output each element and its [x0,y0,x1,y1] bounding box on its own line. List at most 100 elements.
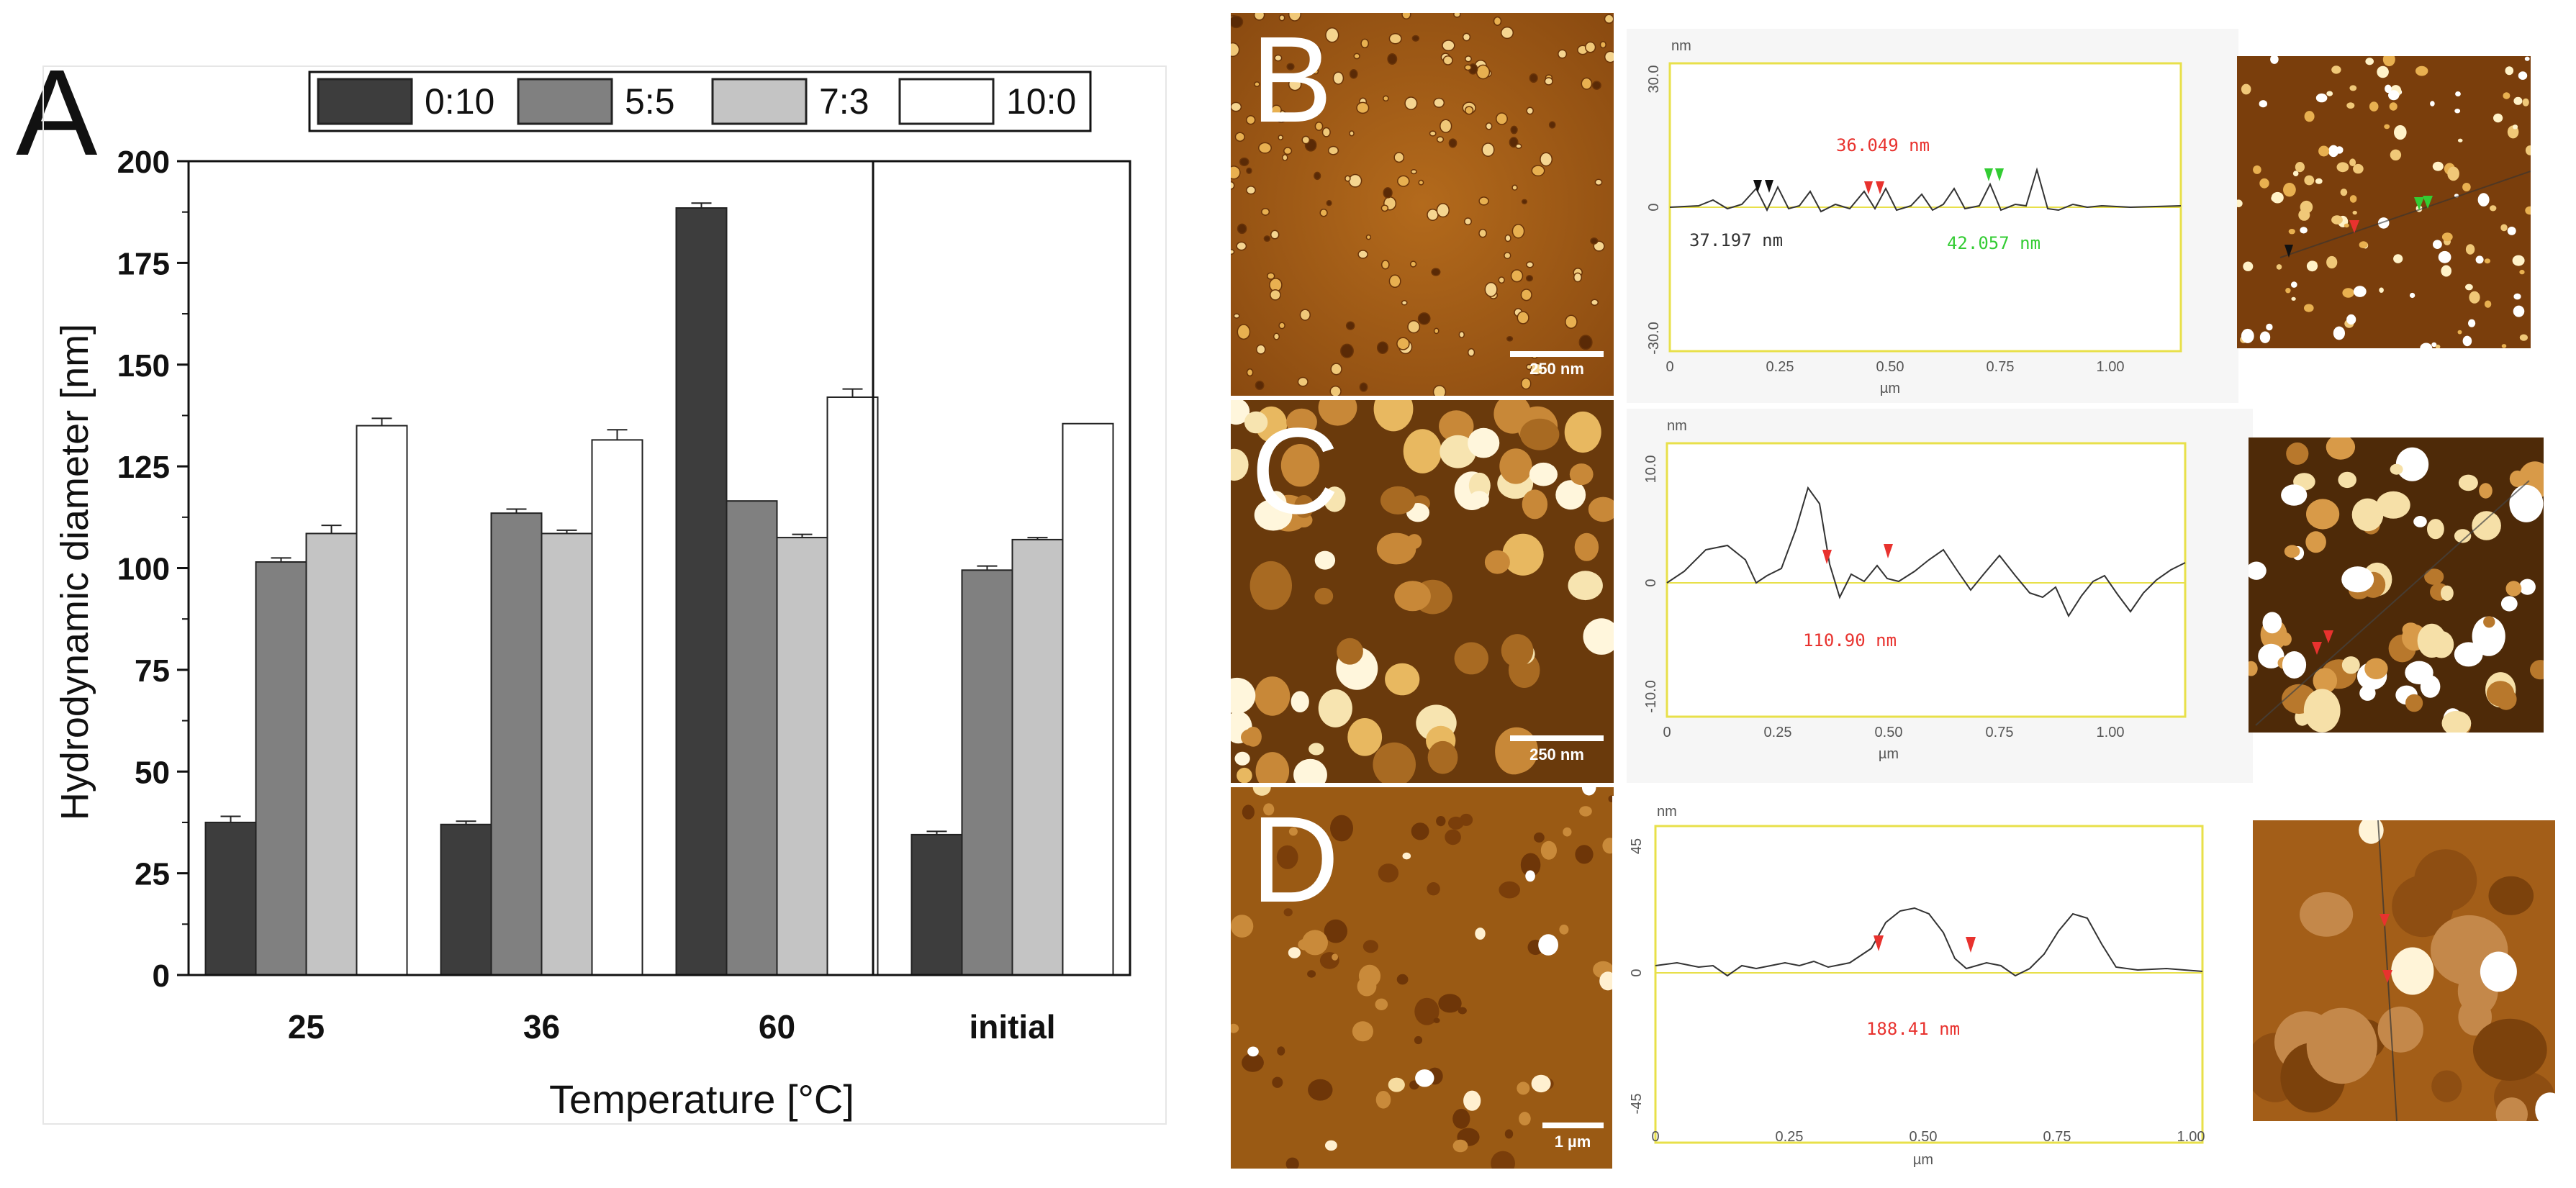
afm-particle [1393,152,1405,163]
afm-particle [1242,804,1255,820]
afm-particle [1362,940,1378,953]
afm-particle [2441,265,2451,277]
afm-particle [2441,232,2453,242]
afm-particle [2390,463,2403,475]
afm-particle [2285,288,2291,294]
afm-image-d [1231,787,1614,1169]
profile-b-xtick: 0.75 [1987,359,2015,375]
profile-c-xtick: 0.25 [1764,725,1792,740]
afm-particle [1407,320,1421,334]
afm-particle [1559,924,1569,935]
profile-b-ybottom: -30.0 [1646,322,1662,355]
y-tick-label: 100 [117,552,170,587]
afm-particle [1376,341,1389,354]
afm-particle [1403,429,1442,473]
afm-particle [1273,332,1280,340]
afm-particle [1319,208,1328,217]
afm-particle [1564,411,1601,453]
afm-particle [1373,400,1414,432]
afm-particle [1526,363,1532,371]
afm-particle [1375,1091,1391,1109]
afm-particle [1394,581,1431,612]
y-tick-label: 200 [117,145,170,180]
afm-particle [2454,642,2483,667]
afm-particle [1493,16,1502,26]
afm-particle [1431,268,1441,276]
afm-particle [1345,175,1351,182]
bar [305,532,358,976]
afm-particle [1277,1046,1285,1056]
profile-d-trace [1655,907,2203,977]
y-axis-label: Hydrodynamic diameter [nm] [53,324,96,820]
afm-particle [2431,342,2437,348]
afm-particle [1347,718,1383,756]
afm-particle [1465,55,1472,63]
afm-particle [2384,124,2390,130]
afm-particle [2427,519,2444,540]
afm-particle [2522,98,2529,106]
afm-particle [1402,852,1411,860]
afm-particle [2349,85,2357,91]
afm-particle [2284,545,2300,558]
afm-particle [1349,130,1355,137]
afm-particle [2304,111,2315,122]
afm-particle [1285,1157,1299,1169]
afm-particle [1409,260,1417,268]
afm-particle [1574,532,1599,561]
legend-label: 10:0 [1006,81,1076,122]
afm-particle [2524,56,2530,61]
afm-particle [1291,691,1309,712]
afm-particle [1253,13,1265,21]
profile-c-xtick: 0.50 [1875,725,1903,740]
profile-c-xtick: 0 [1663,725,1671,740]
afm-particle [1500,26,1514,40]
height-profile-b: nm 30.0 0 -30.0 0 0.25 0.50 0.75 1.00 µm… [1627,29,2238,403]
afm-particle [1558,49,1568,59]
afm-particle [1439,410,1474,443]
legend: 0:10 5:5 7:3 10:0 [308,71,1092,132]
afm-particle [2535,1092,2555,1121]
panel-letter-a: A [16,45,98,181]
afm-particle [1496,112,1508,125]
profile-d-xtick: 0.75 [2043,1129,2071,1145]
afm-particle [2469,291,2480,304]
afm-particle [1286,63,1295,71]
afm-particle [2519,579,2536,595]
plot-area [204,202,1114,976]
afm-particle [2306,260,2318,272]
afm-particle [2513,305,2525,317]
bar [675,207,728,976]
afm-particle [1520,377,1532,390]
afm-particle [2288,229,2295,235]
afm-particle [1237,767,1252,783]
afm-particle [1588,496,1614,522]
afm-particle [1401,13,1411,19]
afm-particle [2389,102,2398,111]
afm-particle [2336,162,2349,173]
profile-c-xunit: µm [1879,746,1899,762]
bar [204,821,257,976]
afm-particle [2270,56,2279,64]
afm-particle [1599,40,1606,49]
afm-particle [2447,166,2459,181]
afm-particle [1599,971,1614,991]
afm-particle [1388,274,1401,289]
afm-particle [1252,787,1271,796]
afm-particle [1604,14,1614,24]
afm-particle [1311,46,1321,58]
afm-particle [1263,235,1271,242]
afm-particle [2341,566,2374,593]
bar [541,532,593,976]
afm-particle [2305,531,2326,553]
marker-red [1874,935,1884,951]
afm-particle [1484,550,1510,574]
afm-particle [1318,400,1357,426]
afm-particle [1499,881,1520,899]
afm-particle [2276,264,2282,270]
afm-particle [1231,400,1250,425]
profile-b-ytop: 30.0 [1646,65,1662,94]
afm-particle [2271,191,2284,204]
afm-particle [1274,54,1283,62]
afm-particle [1504,252,1511,260]
afm-particle [2237,199,2243,207]
